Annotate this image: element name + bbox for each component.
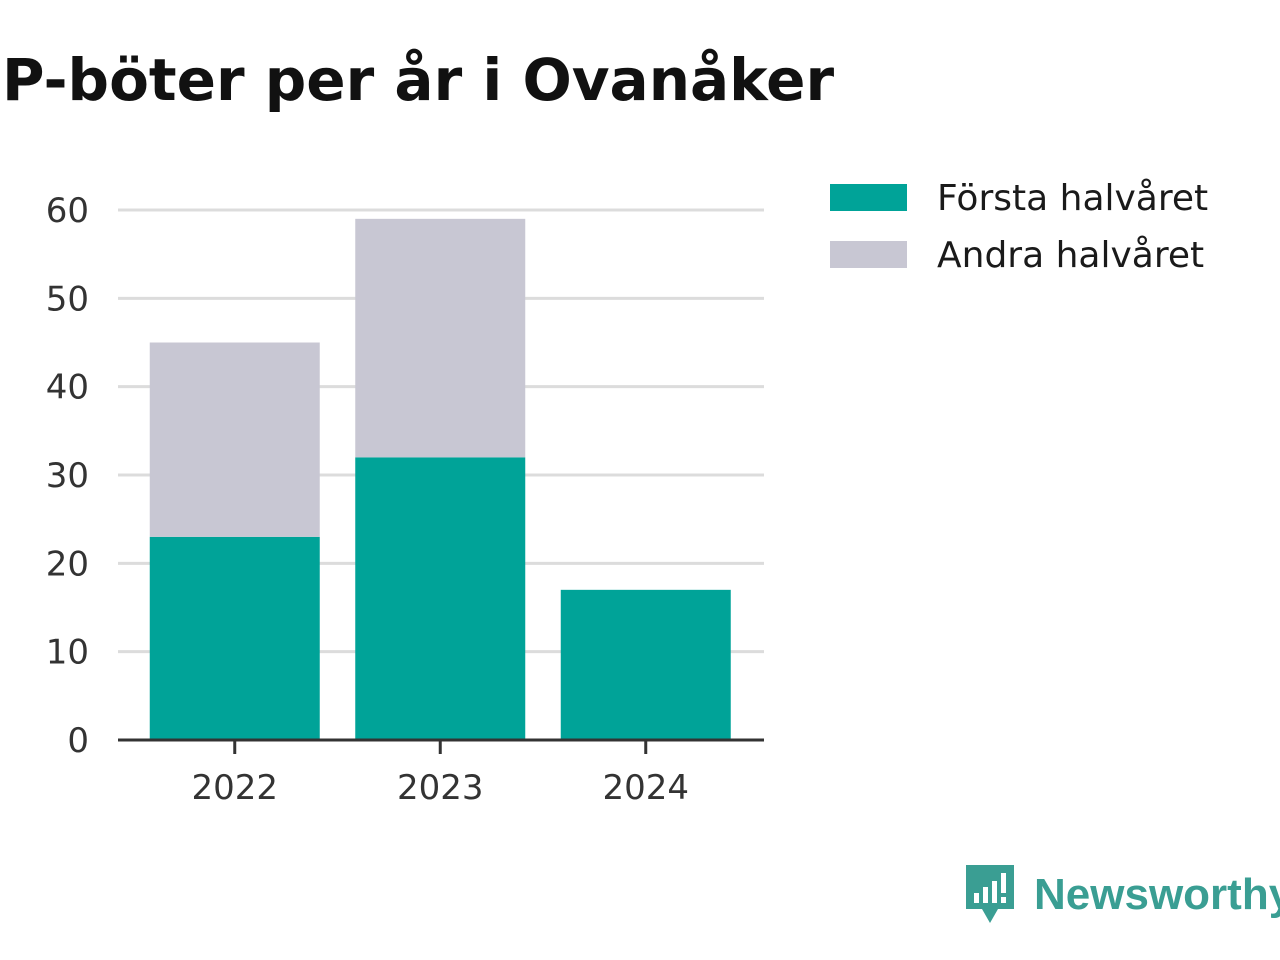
bars bbox=[149, 218, 731, 740]
bar-2023-second-half bbox=[355, 218, 526, 458]
newsworthy-logo-icon bbox=[966, 865, 1014, 923]
legend-label-first-half: Första halvåret bbox=[937, 178, 1208, 219]
legend-label-second-half: Andra halvåret bbox=[937, 235, 1204, 276]
bar-2022-first-half bbox=[149, 536, 320, 740]
legend-swatch-first-half bbox=[830, 184, 907, 211]
x-tick-label: 2023 bbox=[397, 768, 484, 808]
brand-logo: Newsworthy bbox=[964, 862, 1280, 928]
y-tick-label: 60 bbox=[46, 191, 89, 231]
y-tick-label: 20 bbox=[46, 544, 89, 584]
legend: Första halvåret Andra halvåret bbox=[830, 178, 1208, 276]
bar-2022-second-half bbox=[149, 342, 320, 537]
y-tick-label: 30 bbox=[46, 456, 89, 496]
legend-swatch-second-half bbox=[830, 241, 907, 268]
y-tick-label: 10 bbox=[46, 633, 89, 673]
x-tick-label: 2022 bbox=[191, 768, 278, 808]
bar-2024-first-half bbox=[560, 589, 731, 740]
x-tick-label: 2024 bbox=[602, 768, 689, 808]
axes: 0 10 20 30 40 50 60 2022 2023 2024 bbox=[46, 191, 764, 808]
chart-title: P-böter per år i Ovanåker bbox=[2, 46, 835, 114]
y-tick-label: 40 bbox=[46, 368, 89, 408]
brand-name: Newsworthy bbox=[1034, 870, 1280, 919]
bar-2023-first-half bbox=[355, 457, 526, 740]
y-tick-label: 50 bbox=[46, 279, 89, 319]
y-tick-label: 0 bbox=[67, 721, 89, 761]
